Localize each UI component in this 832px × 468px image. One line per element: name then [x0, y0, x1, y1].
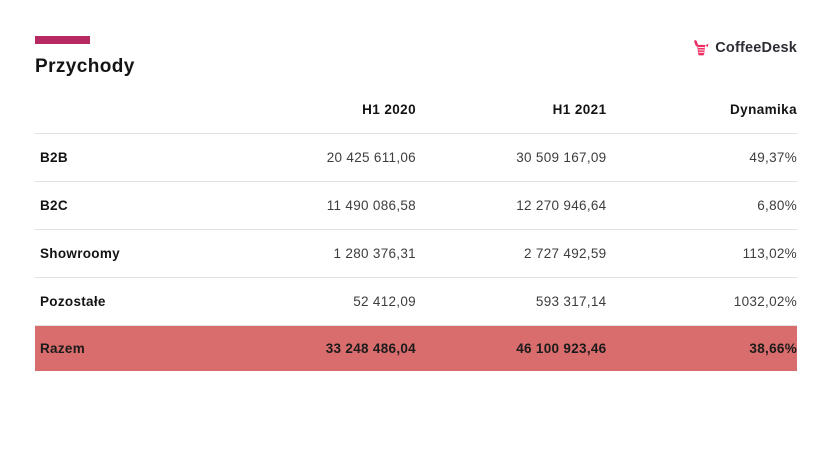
column-header-empty	[35, 94, 203, 134]
cell-dynamika: 49,37%	[606, 133, 797, 182]
cell-dynamika: 1032,02%	[606, 277, 797, 326]
column-header-h1-2021: H1 2021	[415, 94, 607, 134]
row-label: Showroomy	[35, 229, 203, 278]
column-header-h1-2020: H1 2020	[202, 94, 416, 134]
row-label: B2B	[35, 133, 203, 182]
row-label: Pozostałe	[35, 277, 203, 326]
cell-h1-2021: 30 509 167,09	[415, 133, 607, 182]
cell-h1-2021: 12 270 946,64	[415, 181, 607, 230]
cell-dynamika: 38,66%	[606, 325, 797, 371]
cell-h1-2020: 52 412,09	[202, 277, 416, 326]
table-row-showroomy: Showroomy 1 280 376,31 2 727 492,59 113,…	[35, 229, 797, 278]
column-header-dynamika: Dynamika	[606, 94, 797, 134]
row-label: Razem	[35, 325, 203, 371]
table-row-total-razem: Razem 33 248 486,04 46 100 923,46 38,66%	[35, 325, 797, 371]
title-accent-bar	[35, 36, 90, 44]
cell-dynamika: 113,02%	[606, 229, 797, 278]
thumbs-up-cup-icon	[694, 40, 709, 56]
cell-h1-2021: 593 317,14	[415, 277, 607, 326]
cell-h1-2020: 20 425 611,06	[202, 133, 416, 182]
cell-h1-2021: 46 100 923,46	[415, 325, 607, 371]
logo-text: CoffeeDesk	[715, 39, 797, 56]
revenue-table: H1 2020 H1 2021 Dynamika B2B 20 425 611,…	[35, 94, 797, 371]
cell-dynamika: 6,80%	[606, 181, 797, 230]
cell-h1-2020: 11 490 086,58	[202, 181, 416, 230]
table-row-b2b: B2B 20 425 611,06 30 509 167,09 49,37%	[35, 133, 797, 182]
table-row-b2c: B2C 11 490 086,58 12 270 946,64 6,80%	[35, 181, 797, 230]
page-title: Przychody	[35, 56, 135, 77]
coffeedesk-logo: CoffeeDesk	[692, 38, 797, 57]
cell-h1-2020: 33 248 486,04	[202, 325, 416, 371]
table-header-row: H1 2020 H1 2021 Dynamika	[35, 94, 797, 134]
cell-h1-2020: 1 280 376,31	[202, 229, 416, 278]
cell-h1-2021: 2 727 492,59	[415, 229, 607, 278]
row-label: B2C	[35, 181, 203, 230]
table-row-pozostale: Pozostałe 52 412,09 593 317,14 1032,02%	[35, 277, 797, 326]
